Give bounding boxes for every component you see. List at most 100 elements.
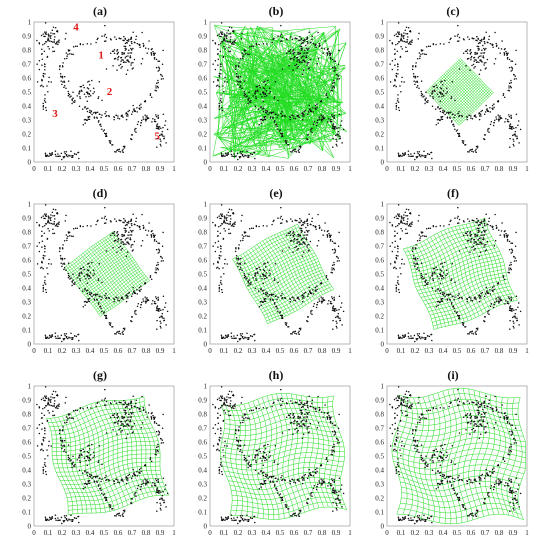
data-point [416, 80, 418, 83]
data-point [273, 121, 276, 123]
data-point [84, 106, 86, 109]
data-point [36, 81, 39, 83]
data-point [231, 337, 233, 339]
data-point [314, 408, 317, 410]
data-point [135, 399, 138, 401]
data-point [41, 84, 43, 87]
data-point [285, 416, 288, 418]
data-point [91, 477, 93, 480]
data-point [61, 66, 64, 68]
y-tick-label: 0.3 [375, 117, 384, 125]
data-point [224, 48, 227, 50]
data-point [103, 129, 106, 131]
data-point [470, 57, 472, 59]
data-point [508, 82, 511, 85]
data-point [122, 403, 124, 405]
data-point [316, 485, 318, 488]
data-point [313, 303, 316, 305]
data-point [254, 105, 257, 107]
data-point [135, 495, 137, 498]
data-point [157, 116, 160, 119]
data-point [105, 250, 108, 252]
data-point [443, 225, 445, 227]
data-point [294, 482, 297, 484]
data-point [336, 509, 338, 511]
data-point [141, 31, 143, 34]
data-point [276, 480, 278, 483]
data-point [96, 481, 98, 483]
y-tick-label: 0.3 [198, 117, 207, 125]
data-point [117, 421, 119, 423]
data-point [400, 227, 402, 230]
data-point [164, 484, 167, 486]
data-point [469, 230, 472, 233]
data-point [299, 146, 302, 149]
data-point [396, 99, 399, 102]
data-point [332, 488, 334, 490]
data-point [332, 305, 335, 307]
x-tick-label: 0.2 [234, 165, 243, 173]
data-point [66, 239, 68, 242]
data-point [276, 116, 278, 119]
data-point [416, 86, 418, 89]
data-point [44, 214, 47, 217]
data-point [243, 262, 246, 264]
data-point [334, 67, 337, 69]
data-point [482, 44, 484, 47]
data-point [437, 288, 439, 291]
data-point [239, 75, 242, 78]
data-point [218, 288, 221, 290]
data-point [214, 250, 217, 253]
data-point [229, 403, 232, 405]
data-point [292, 433, 294, 435]
data-point [324, 40, 326, 42]
y-tick-label: 0 [28, 523, 32, 531]
data-point [331, 454, 334, 456]
data-point [419, 239, 421, 242]
data-point [511, 67, 514, 69]
data-point [434, 290, 437, 292]
data-point [88, 83, 91, 86]
data-point [222, 238, 225, 240]
data-point [514, 317, 517, 319]
data-point [42, 438, 44, 441]
data-point [470, 330, 472, 333]
data-point [274, 302, 276, 304]
data-point [163, 499, 165, 502]
data-point [87, 298, 90, 301]
data-point [130, 229, 132, 232]
data-point [132, 286, 134, 289]
x-tick-label: 0.3 [72, 347, 81, 355]
data-point [87, 457, 89, 459]
data-point [38, 242, 41, 244]
data-point [236, 440, 238, 442]
data-point [140, 285, 142, 287]
data-point [458, 314, 460, 317]
data-point [65, 150, 68, 153]
data-point [299, 61, 302, 63]
data-point [155, 58, 158, 61]
data-point [237, 257, 240, 260]
data-point [126, 224, 128, 226]
data-point [79, 277, 81, 280]
data-point [126, 69, 129, 71]
data-point [41, 246, 43, 248]
data-point [142, 118, 145, 120]
x-tick-label: 0.6 [114, 529, 123, 537]
data-point [281, 314, 283, 317]
data-point [126, 477, 129, 480]
data-point [124, 239, 127, 241]
data-point [90, 43, 92, 45]
data-point [432, 95, 434, 98]
data-point [398, 31, 400, 33]
data-point [399, 154, 401, 157]
data-point [54, 335, 57, 338]
data-point [64, 516, 66, 519]
data-point [55, 223, 58, 226]
data-point [151, 303, 153, 305]
data-point [85, 290, 88, 292]
data-point [136, 123, 139, 126]
data-point [125, 255, 128, 257]
data-point [329, 240, 332, 242]
data-point [305, 237, 308, 239]
